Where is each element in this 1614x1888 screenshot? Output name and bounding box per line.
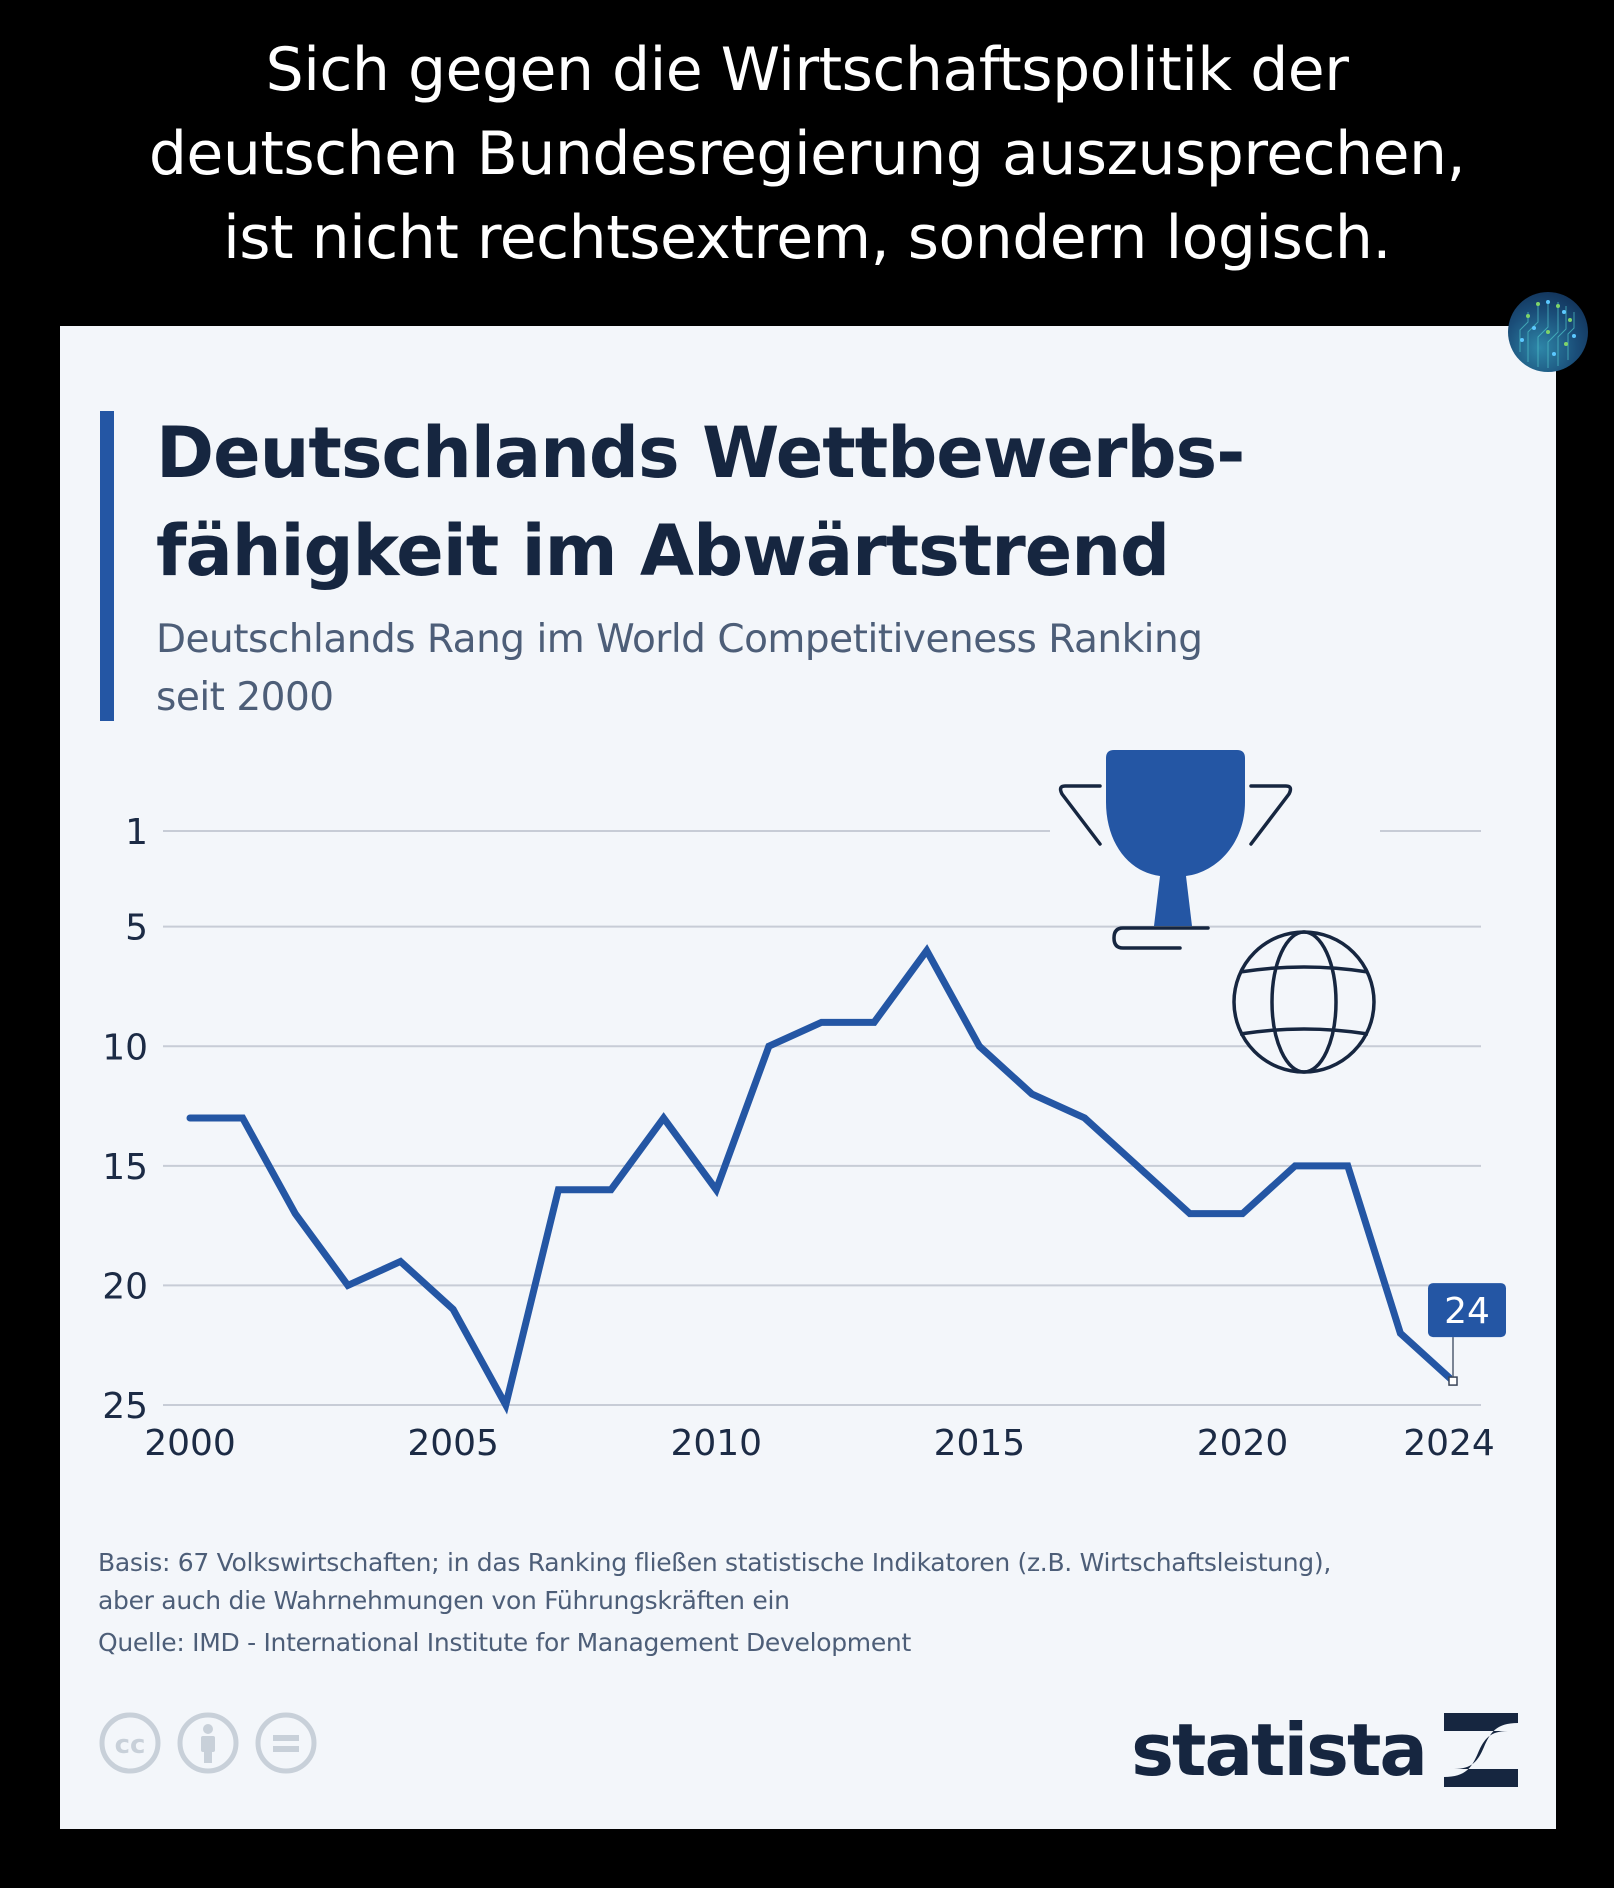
statista-wordmark: statista xyxy=(1131,1708,1428,1792)
cc-icon[interactable]: cc xyxy=(98,1711,162,1775)
infographic-card: Deutschlands Wettbewerbs- fähigkeit im A… xyxy=(60,326,1556,1829)
x-tick-label: 2015 xyxy=(934,1423,1026,1464)
data-label-layer: 24 xyxy=(1428,1283,1506,1386)
headline: Sich gegen die Wirtschaftspolitik der de… xyxy=(0,28,1614,280)
chart-title-line-2: fähigkeit im Abwärtstrend xyxy=(156,510,1170,592)
headline-line-3: ist nicht rechtsextrem, sondern logisch. xyxy=(223,203,1391,273)
x-tick-label: 2000 xyxy=(144,1423,236,1464)
globe-icon xyxy=(1232,930,1376,1074)
no-derivatives-icon[interactable] xyxy=(254,1711,318,1775)
y-tick-label: 15 xyxy=(102,1147,148,1188)
attribution-icon[interactable] xyxy=(176,1711,240,1775)
trophy-icon xyxy=(1058,750,1293,950)
y-tick-label: 10 xyxy=(102,1027,148,1068)
chart-footnote: Basis: 67 Volkswirtschaften; in das Rank… xyxy=(98,1544,1538,1620)
chart-title-line-1: Deutschlands Wettbewerbs- xyxy=(156,412,1245,494)
y-tick-label: 25 xyxy=(102,1386,148,1427)
y-tick-label: 20 xyxy=(102,1266,148,1307)
statista-mark-icon xyxy=(1444,1713,1518,1787)
series-germany-rank xyxy=(186,944,1457,1415)
x-tick-label: 2024 xyxy=(1403,1423,1495,1464)
svg-text:cc: cc xyxy=(115,1730,146,1760)
chart-subtitle-line-2: seit 2000 xyxy=(156,675,334,720)
statista-logo[interactable]: statista xyxy=(1131,1710,1518,1790)
chart-title: Deutschlands Wettbewerbs- fähigkeit im A… xyxy=(156,404,1486,600)
trophy-globe-illustration xyxy=(1050,746,1390,1074)
x-tick-label: 2005 xyxy=(407,1423,499,1464)
annotation-label: 24 xyxy=(1444,1291,1490,1332)
title-accent-bar xyxy=(100,411,114,721)
gridlines xyxy=(163,830,1481,1406)
footnote-line-1: Basis: 67 Volkswirtschaften; in das Rank… xyxy=(98,1548,1331,1577)
footnote-line-2: aber auch die Wahrnehmungen von Führungs… xyxy=(98,1586,790,1615)
x-axis-ticks: 2000 2005 2010 2015 2020 2024 xyxy=(144,1423,1495,1464)
annotation-marker xyxy=(1448,1376,1458,1386)
headline-line-1: Sich gegen die Wirtschaftspolitik der xyxy=(265,35,1349,105)
chart-subtitle-line-1: Deutschlands Rang im World Competitivene… xyxy=(156,617,1203,662)
x-tick-label: 2010 xyxy=(670,1423,762,1464)
license-icons: cc xyxy=(98,1711,318,1787)
chart-source: Quelle: IMD - International Institute fo… xyxy=(98,1628,911,1657)
annotation-label-box xyxy=(1428,1283,1506,1338)
chart-subtitle: Deutschlands Rang im World Competitivene… xyxy=(156,611,1486,727)
y-tick-label: 1 xyxy=(125,812,148,853)
x-tick-label: 2020 xyxy=(1197,1423,1289,1464)
headline-line-2: deutschen Bundesregierung auszusprechen, xyxy=(148,119,1466,189)
circuit-logo-icon xyxy=(1508,292,1588,372)
y-tick-label: 5 xyxy=(125,908,148,949)
